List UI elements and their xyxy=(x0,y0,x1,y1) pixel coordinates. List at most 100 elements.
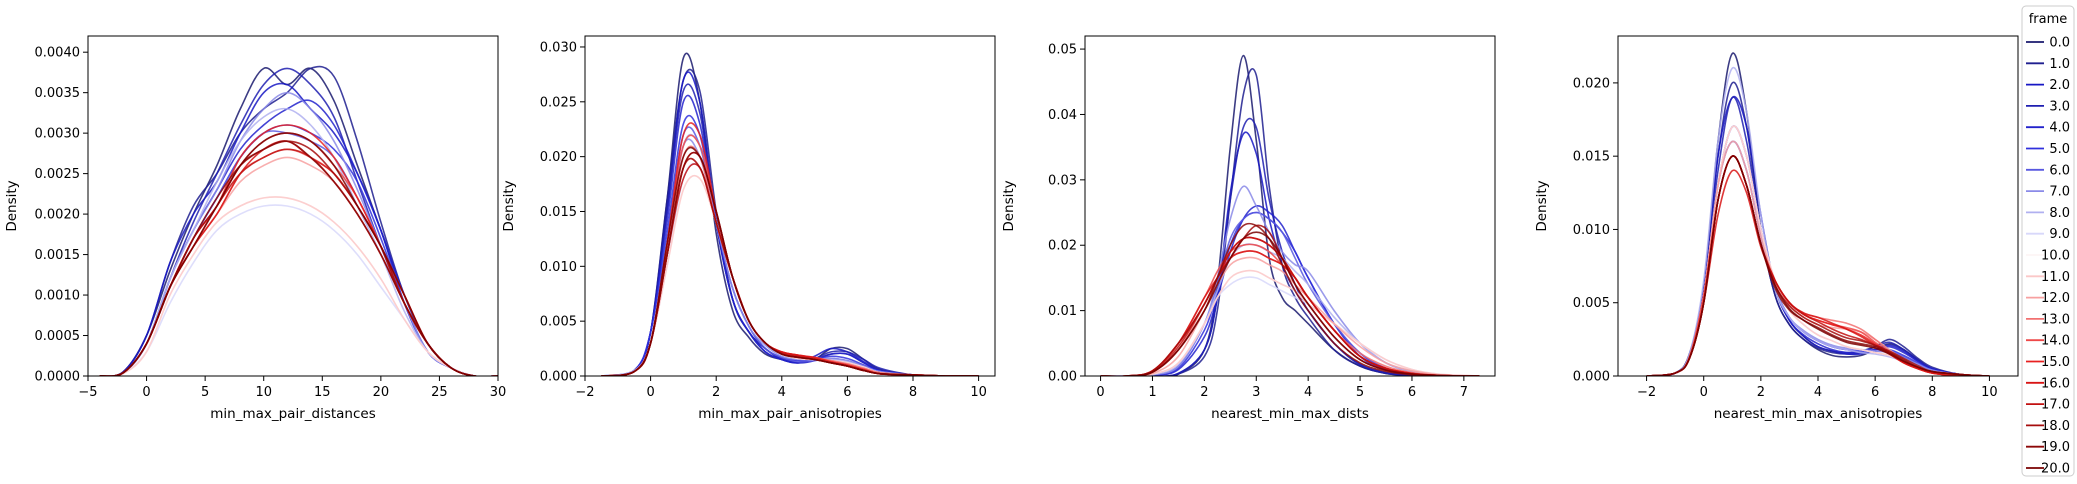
density-line-frame-13 xyxy=(99,148,498,376)
y-tick-label: 0.0030 xyxy=(35,127,81,142)
density-line-frame-0 xyxy=(1100,54,1480,376)
legend-entry: 4.0 xyxy=(2026,121,2070,136)
density-line-frame-8 xyxy=(601,133,979,376)
legend-title: frame xyxy=(2029,12,2068,27)
density-line-frame-15 xyxy=(99,124,498,376)
density-line-frame-10 xyxy=(99,196,498,376)
density-line-frame-5 xyxy=(99,124,498,376)
density-line-frame-1 xyxy=(601,68,979,376)
legend-label: 3.0 xyxy=(2049,99,2070,114)
density-line-frame-3 xyxy=(601,83,979,376)
y-tick-label: 0.015 xyxy=(1573,150,1610,165)
y-tick-label: 0.0025 xyxy=(35,167,81,182)
legend-label: 8.0 xyxy=(2049,206,2070,221)
legend-label: 2.0 xyxy=(2049,78,2070,93)
y-tick-label: 0.01 xyxy=(1048,304,1077,319)
density-line-frame-19 xyxy=(601,151,979,376)
y-tick-label: 0.020 xyxy=(1573,76,1610,91)
x-tick-label: 1 xyxy=(1148,385,1156,400)
y-tick-label: 0.0020 xyxy=(35,208,81,223)
density-line-frame-11 xyxy=(1100,269,1480,376)
x-tick-label: −5 xyxy=(78,385,97,400)
density-line-frame-6 xyxy=(99,130,498,376)
y-tick-label: 0.025 xyxy=(540,95,577,110)
x-tick-label: 6 xyxy=(1871,385,1879,400)
density-line-frame-1 xyxy=(1100,68,1480,376)
density-line-frame-12 xyxy=(99,156,498,376)
chart-2: −2 0 2 4 6 8 10 0.000 0.005 0.010 0.015 0.020 0.025 0… xyxy=(501,35,996,422)
density-line-frame-19 xyxy=(99,140,498,376)
x-tick-label: 2 xyxy=(1757,385,1765,400)
legend-entry: 13.0 xyxy=(2026,312,2070,327)
legend-entry: 1.0 xyxy=(2026,57,2070,72)
legend-label: 14.0 xyxy=(2041,334,2070,349)
y-tick-label: 0.010 xyxy=(1573,223,1610,238)
x-tick-label: 30 xyxy=(490,385,507,400)
legend-label: 18.0 xyxy=(2041,419,2070,434)
x-tick-label: 0 xyxy=(1096,385,1104,400)
y-tick-label: 0.010 xyxy=(540,260,577,275)
legend-label: 1.0 xyxy=(2049,57,2070,72)
legend-label: 6.0 xyxy=(2049,163,2070,178)
legend-label: 5.0 xyxy=(2049,142,2070,157)
density-line-frame-9 xyxy=(1100,276,1480,376)
density-line-frame-4 xyxy=(601,94,979,376)
density-line-frame-20 xyxy=(99,132,498,376)
y-tick-label: 0.0010 xyxy=(35,289,81,304)
density-line-frame-2 xyxy=(1100,131,1480,376)
x-tick-label: 6 xyxy=(843,385,851,400)
density-line-frame-12 xyxy=(601,157,979,376)
axes-frame xyxy=(1084,35,1496,377)
legend-entry: 2.0 xyxy=(2026,78,2070,93)
density-line-frame-5 xyxy=(601,114,979,376)
y-tick-label: 0.0040 xyxy=(35,46,81,61)
x-axis-label: min_max_pair_distances xyxy=(210,406,376,422)
y-axis-label: Density xyxy=(1534,180,1550,231)
density-line-frame-9 xyxy=(99,204,498,376)
density-line-frame-12 xyxy=(1100,256,1480,376)
series-group xyxy=(1646,52,1990,376)
density-line-frame-0 xyxy=(601,52,979,376)
legend-label: 15.0 xyxy=(2041,355,2070,370)
x-tick-label: 0 xyxy=(142,385,150,400)
legend-entry: 7.0 xyxy=(2026,185,2070,200)
y-tick-label: 0.04 xyxy=(1048,108,1077,123)
density-line-frame-16 xyxy=(1646,169,1990,376)
legend-label: 4.0 xyxy=(2049,121,2070,136)
x-tick-label: 15 xyxy=(314,385,331,400)
legend: frame 0.0 1.0 2.0 3.0 4.0 5.0 6.0 7.0 8.0 9.0 10.0 1… xyxy=(2021,5,2075,477)
x-tick-label: 6 xyxy=(1408,385,1416,400)
x-tick-label: 8 xyxy=(909,385,917,400)
legend-label: 0.0 xyxy=(2049,36,2070,51)
x-tick-label: 5 xyxy=(1356,385,1364,400)
legend-entry: 9.0 xyxy=(2026,227,2070,242)
legend-label: 16.0 xyxy=(2041,376,2070,391)
x-tick-label: 8 xyxy=(1928,385,1936,400)
legend-entry: 20.0 xyxy=(2026,462,2070,477)
chart-3: 0 1 2 3 4 5 6 7 0.00 0.01 0.02 0.03 0.04 0.05 nearest_… xyxy=(1001,35,1496,422)
legend-entry: 14.0 xyxy=(2026,334,2070,349)
legend-entry: 6.0 xyxy=(2026,163,2070,178)
density-line-frame-15 xyxy=(601,122,979,376)
density-line-frame-1 xyxy=(99,65,498,376)
x-tick-label: 4 xyxy=(778,385,786,400)
y-tick-label: 0.030 xyxy=(540,40,577,55)
series-group xyxy=(601,52,979,376)
density-line-frame-20 xyxy=(1646,155,1990,376)
density-line-frame-18 xyxy=(99,140,498,376)
legend-entry: 18.0 xyxy=(2026,419,2070,434)
density-line-frame-14 xyxy=(601,134,979,376)
chart-4: −2 0 2 4 6 8 10 0.000 0.005 0.010 0.015 0.020 neares… xyxy=(1534,35,2019,422)
x-tick-label: 20 xyxy=(373,385,390,400)
y-tick-label: 0.00 xyxy=(1048,370,1077,385)
y-axis-label: Density xyxy=(1001,180,1017,231)
legend-frame xyxy=(2021,5,2075,477)
legend-entry: 3.0 xyxy=(2026,99,2070,114)
x-axis-label: min_max_pair_anisotropies xyxy=(698,406,882,422)
density-line-frame-8 xyxy=(1100,243,1480,376)
x-tick-label: 10 xyxy=(1981,385,1998,400)
legend-label: 11.0 xyxy=(2041,270,2070,285)
y-tick-label: 0.0000 xyxy=(35,370,81,385)
legend-entry: 8.0 xyxy=(2026,206,2070,221)
y-tick-label: 0.05 xyxy=(1048,43,1077,58)
